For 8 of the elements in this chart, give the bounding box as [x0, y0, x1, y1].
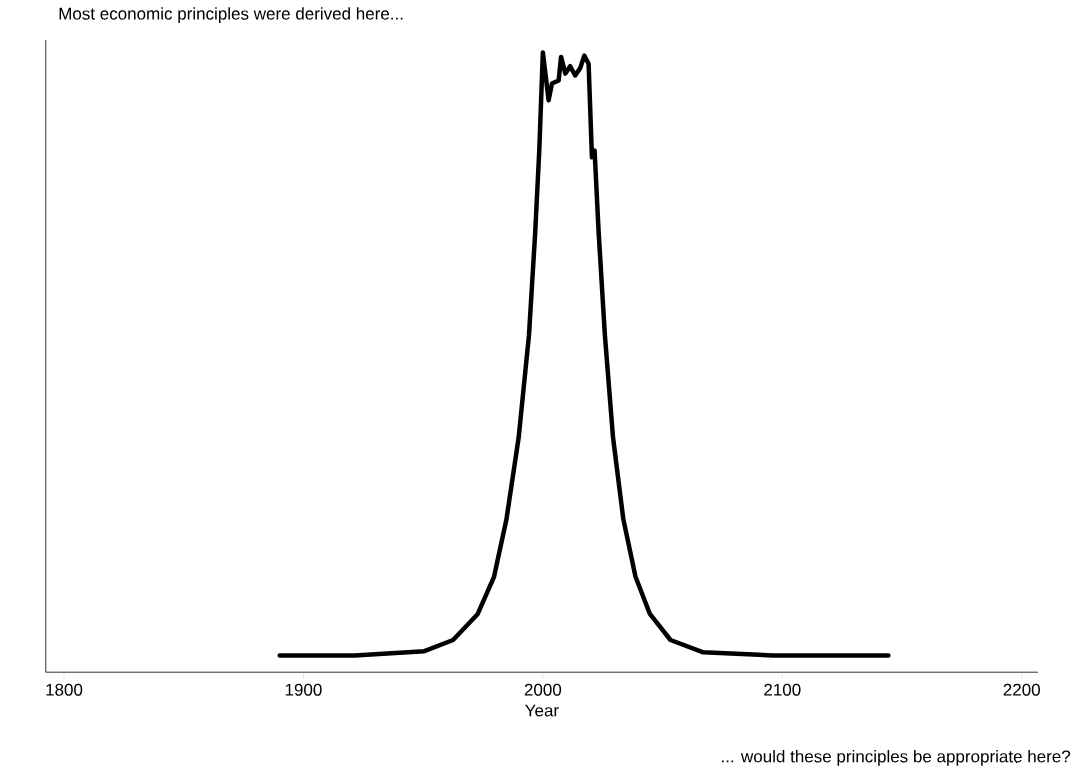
x-axis-title: Year: [525, 704, 559, 717]
x-tick-label: 2100: [764, 683, 801, 696]
text: Most economic principles were derived here...: [59, 7, 403, 24]
x-tick-label: 1900: [285, 683, 322, 696]
text: ... would these principles be appropriate here?: [722, 749, 1071, 766]
x-tick-label: 2200: [1003, 683, 1040, 696]
x-tick-label: 1800: [46, 683, 83, 696]
x-tick-label: 2000: [524, 683, 562, 696]
